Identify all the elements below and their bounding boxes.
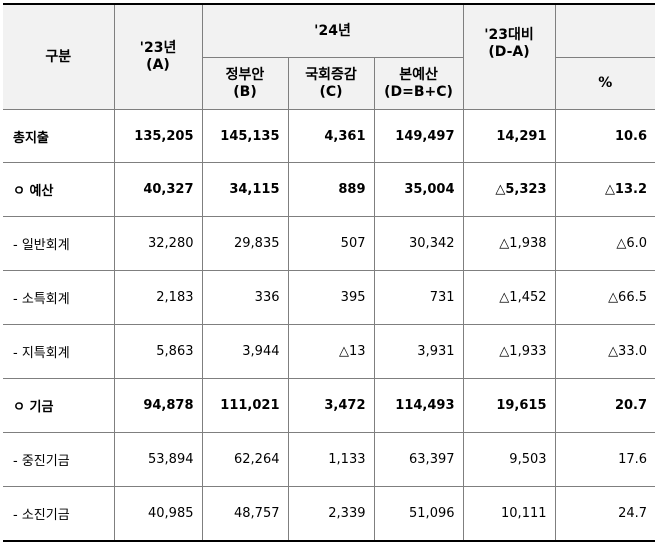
header-col-23: '23년 (A) bbox=[114, 3, 203, 110]
cell-assembly: 889 bbox=[288, 162, 375, 217]
row-label: 총지출 bbox=[3, 109, 115, 163]
cell-23: 32,280 bbox=[114, 216, 203, 271]
cell-gov: 111,021 bbox=[202, 378, 289, 433]
header-percent: % bbox=[555, 57, 656, 110]
cell-pct: △6.0 bbox=[555, 216, 656, 271]
table-row: ㅇ 예산 40,327 34,115 889 35,004 △5,323 △13… bbox=[3, 162, 656, 217]
cell-main: 731 bbox=[374, 270, 464, 325]
header-col-23-code: (A) bbox=[146, 57, 170, 73]
cell-diff: △1,933 bbox=[463, 324, 556, 379]
cell-assembly: 1,133 bbox=[288, 432, 375, 487]
cell-gov: 336 bbox=[202, 270, 289, 325]
cell-diff: 9,503 bbox=[463, 432, 556, 487]
budget-table: 구분 '23년 (A) '24년 '23대비 (D-A) 정부안 (B) 국회증… bbox=[3, 3, 656, 542]
header-assembly-code: (C) bbox=[319, 83, 343, 100]
cell-assembly: △13 bbox=[288, 324, 375, 379]
cell-23: 5,863 bbox=[114, 324, 203, 379]
cell-pct: 24.7 bbox=[555, 486, 656, 542]
header-gov-code: (B) bbox=[233, 83, 257, 100]
header-main: 본예산 (D=B+C) bbox=[374, 57, 464, 110]
cell-diff: △1,938 bbox=[463, 216, 556, 271]
cell-gov: 48,757 bbox=[202, 486, 289, 542]
cell-23: 53,894 bbox=[114, 432, 203, 487]
table-row: - 지특회계 5,863 3,944 △13 3,931 △1,933 △33.… bbox=[3, 324, 656, 379]
header-col-23-year: '23년 bbox=[139, 40, 177, 56]
header-group-24: '24년 bbox=[202, 3, 464, 58]
row-label: - 지특회계 bbox=[3, 324, 115, 379]
cell-assembly: 395 bbox=[288, 270, 375, 325]
header-category: 구분 bbox=[3, 3, 115, 110]
cell-gov: 3,944 bbox=[202, 324, 289, 379]
row-label: - 소진기금 bbox=[3, 486, 115, 542]
row-label: ㅇ 예산 bbox=[3, 162, 115, 217]
cell-gov: 145,135 bbox=[202, 109, 289, 163]
header-assembly-label: 국회증감 bbox=[305, 66, 357, 83]
cell-main: 63,397 bbox=[374, 432, 464, 487]
cell-assembly: 2,339 bbox=[288, 486, 375, 542]
cell-23: 40,985 bbox=[114, 486, 203, 542]
cell-23: 94,878 bbox=[114, 378, 203, 433]
cell-main: 51,096 bbox=[374, 486, 464, 542]
table-row: - 중진기금 53,894 62,264 1,133 63,397 9,503 … bbox=[3, 432, 656, 487]
cell-main: 30,342 bbox=[374, 216, 464, 271]
cell-assembly: 3,472 bbox=[288, 378, 375, 433]
table-row: ㅇ 기금 94,878 111,021 3,472 114,493 19,615… bbox=[3, 378, 656, 433]
row-label: - 일반회계 bbox=[3, 216, 115, 271]
cell-diff: 10,111 bbox=[463, 486, 556, 542]
row-label: - 소특회계 bbox=[3, 270, 115, 325]
table-row: - 일반회계 32,280 29,835 507 30,342 △1,938 △… bbox=[3, 216, 656, 271]
cell-gov: 62,264 bbox=[202, 432, 289, 487]
cell-assembly: 507 bbox=[288, 216, 375, 271]
table-row: 총지출 135,205 145,135 4,361 149,497 14,291… bbox=[3, 109, 656, 163]
cell-main: 35,004 bbox=[374, 162, 464, 217]
cell-main: 114,493 bbox=[374, 378, 464, 433]
header-assembly: 국회증감 (C) bbox=[288, 57, 375, 110]
cell-pct: 17.6 bbox=[555, 432, 656, 487]
cell-pct: △13.2 bbox=[555, 162, 656, 217]
cell-diff: 14,291 bbox=[463, 109, 556, 163]
header-blank bbox=[555, 3, 656, 58]
row-label: - 중진기금 bbox=[3, 432, 115, 487]
header-gov-label: 정부안 bbox=[225, 66, 265, 83]
cell-pct: 10.6 bbox=[555, 109, 656, 163]
cell-gov: 34,115 bbox=[202, 162, 289, 217]
cell-pct: △66.5 bbox=[555, 270, 656, 325]
header-main-label: 본예산 bbox=[399, 66, 438, 83]
cell-diff: 19,615 bbox=[463, 378, 556, 433]
header-compare: '23대비 (D-A) bbox=[463, 3, 556, 110]
cell-main: 149,497 bbox=[374, 109, 464, 163]
cell-23: 40,327 bbox=[114, 162, 203, 217]
header-compare-code: (D-A) bbox=[488, 44, 530, 60]
row-label: ㅇ 기금 bbox=[3, 378, 115, 433]
cell-main: 3,931 bbox=[374, 324, 464, 379]
cell-diff: △5,323 bbox=[463, 162, 556, 217]
cell-diff: △1,452 bbox=[463, 270, 556, 325]
header-main-code: (D=B+C) bbox=[384, 83, 453, 100]
table-row: - 소진기금 40,985 48,757 2,339 51,096 10,111… bbox=[3, 486, 656, 542]
cell-pct: 20.7 bbox=[555, 378, 656, 433]
header-compare-label: '23대비 bbox=[484, 27, 534, 43]
header-gov: 정부안 (B) bbox=[202, 57, 289, 110]
cell-23: 2,183 bbox=[114, 270, 203, 325]
cell-assembly: 4,361 bbox=[288, 109, 375, 163]
cell-23: 135,205 bbox=[114, 109, 203, 163]
cell-gov: 29,835 bbox=[202, 216, 289, 271]
table-row: - 소특회계 2,183 336 395 731 △1,452 △66.5 bbox=[3, 270, 656, 325]
cell-pct: △33.0 bbox=[555, 324, 656, 379]
